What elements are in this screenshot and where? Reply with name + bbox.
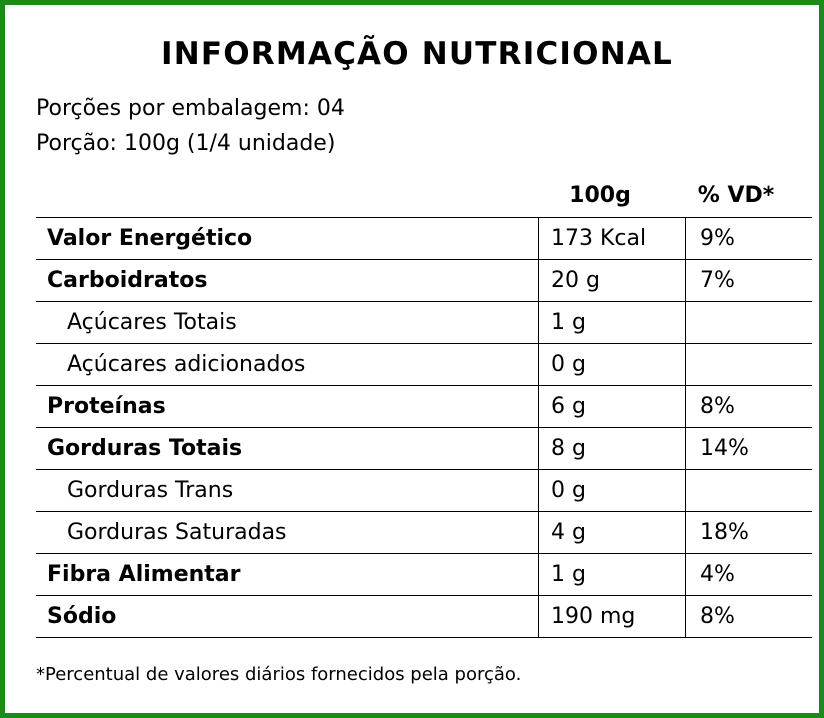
- nutrient-name: Gorduras Saturadas: [36, 511, 539, 554]
- nutrient-name: Gorduras Trans: [36, 469, 539, 512]
- column-headers: 100g % VD*: [5, 180, 824, 216]
- nutrient-amount: 6 g: [538, 385, 686, 428]
- nutrient-row: Gorduras Trans 0 g: [36, 469, 812, 512]
- nutrient-row: Gorduras Totais 8 g 14%: [36, 427, 812, 470]
- nutrient-amount: 0 g: [538, 469, 686, 512]
- nutrient-row: Gorduras Saturadas 4 g 18%: [36, 511, 812, 554]
- nutrient-daily-value: 8%: [685, 595, 812, 638]
- footnote: *Percentual de valores diários fornecido…: [36, 664, 522, 685]
- nutrient-daily-value: 7%: [685, 259, 812, 302]
- nutrient-name: Gorduras Totais: [36, 427, 539, 470]
- nutrient-daily-value: [685, 469, 812, 512]
- nutrient-row: Carboidratos 20 g 7%: [36, 259, 812, 302]
- nutrient-amount: 8 g: [538, 427, 686, 470]
- nutrient-daily-value: [685, 301, 812, 344]
- nutrient-row: Sódio 190 mg 8%: [36, 595, 812, 638]
- nutrient-daily-value: 18%: [685, 511, 812, 554]
- nutrient-row: Açúcares Totais 1 g: [36, 301, 812, 344]
- nutrient-amount: 4 g: [538, 511, 686, 554]
- nutrient-name: Açúcares Totais: [36, 301, 539, 344]
- nutrient-amount: 173 Kcal: [538, 217, 686, 260]
- serving-size: Porção: 100g (1/4 unidade): [36, 131, 336, 156]
- nutrient-amount: 190 mg: [538, 595, 686, 638]
- nutrient-row: Fibra Alimentar 1 g 4%: [36, 553, 812, 596]
- amount-column-header: 100g: [569, 183, 631, 208]
- nutrient-amount: 0 g: [538, 343, 686, 386]
- nutrient-daily-value: [685, 343, 812, 386]
- nutrient-amount: 1 g: [538, 301, 686, 344]
- nutrient-row: Valor Energético 173 Kcal 9%: [36, 217, 812, 260]
- nutrient-name: Açúcares adicionados: [36, 343, 539, 386]
- nutrient-daily-value: 8%: [685, 385, 812, 428]
- nutrition-table: Valor Energético 173 Kcal 9% Carboidratos 20…: [36, 217, 812, 638]
- servings-per-package: Porções por embalagem: 04: [36, 96, 345, 121]
- nutrient-daily-value: 14%: [685, 427, 812, 470]
- nutrient-amount: 1 g: [538, 553, 686, 596]
- nutrient-row: Proteínas 6 g 8%: [36, 385, 812, 428]
- nutrient-row: Açúcares adicionados 0 g: [36, 343, 812, 386]
- nutrient-name: Sódio: [36, 595, 539, 638]
- nutrient-name: Fibra Alimentar: [36, 553, 539, 596]
- nutrient-amount: 20 g: [538, 259, 686, 302]
- nutrient-daily-value: 4%: [685, 553, 812, 596]
- nutrient-name: Proteínas: [36, 385, 539, 428]
- nutrient-daily-value: 9%: [685, 217, 812, 260]
- nutrient-name: Carboidratos: [36, 259, 539, 302]
- nutrient-name: Valor Energético: [36, 217, 539, 260]
- daily-value-column-header: % VD*: [697, 183, 775, 208]
- label-title: INFORMAÇÃO NUTRICIONAL: [160, 36, 673, 72]
